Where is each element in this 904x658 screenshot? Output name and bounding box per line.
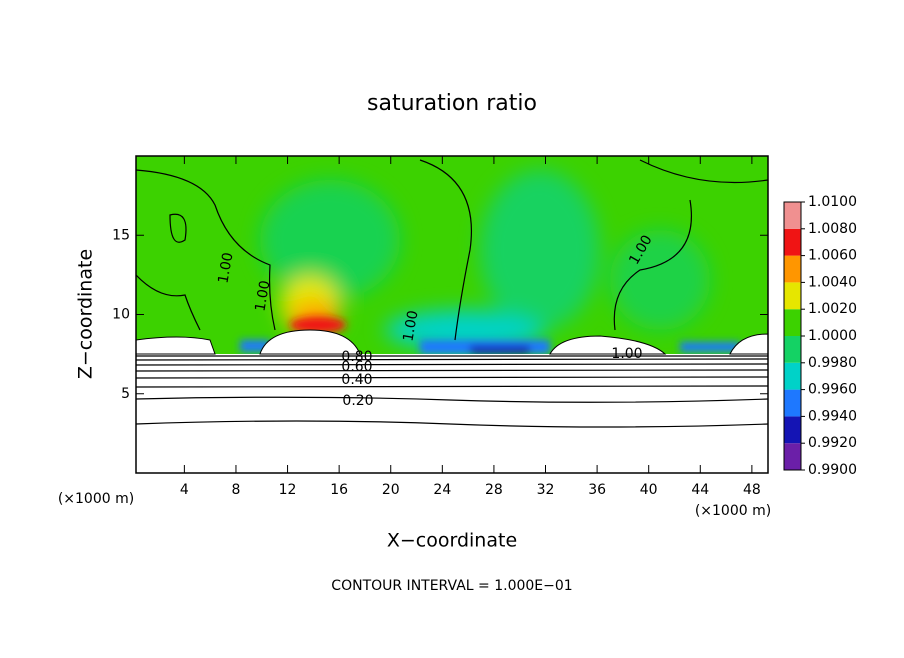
colorbar-bin xyxy=(784,416,801,444)
colorbar-label: 1.0000 xyxy=(808,328,857,344)
y-tick-label: 15 xyxy=(112,227,130,243)
chart-title: saturation ratio xyxy=(367,91,537,116)
y-unit: (×1000 m) xyxy=(58,491,134,507)
y-axis-label: Z−coordinate xyxy=(75,249,97,379)
x-unit: (×1000 m) xyxy=(695,503,771,519)
colorbar-bin xyxy=(784,309,801,336)
x-tick-label: 20 xyxy=(382,482,400,498)
colorbar-bin xyxy=(784,389,801,417)
field xyxy=(136,156,768,473)
colorbar-label: 0.9920 xyxy=(808,435,857,451)
colorbar-bin xyxy=(784,336,801,363)
y-tick-label: 5 xyxy=(121,386,130,402)
x-axis-label: X−coordinate xyxy=(387,530,517,552)
colorbar-label: 1.0040 xyxy=(808,274,857,290)
colorbar-label: 0.9960 xyxy=(808,382,857,398)
colorbar-label: 1.0100 xyxy=(808,194,857,210)
contour-label: 1.00 xyxy=(611,346,642,362)
x-tick-label: 40 xyxy=(640,482,658,498)
x-tick-label: 16 xyxy=(330,482,348,498)
x-tick-label: 12 xyxy=(279,482,297,498)
colorbar-bin xyxy=(784,228,801,256)
x-tick-label: 8 xyxy=(231,482,240,498)
contour-label: 0.80 xyxy=(341,349,372,365)
contour-label: 0.60 xyxy=(341,359,372,375)
contour-label: 1.00 xyxy=(215,251,236,284)
contour-label: 1.00 xyxy=(252,279,273,312)
colorbar-bin xyxy=(784,282,801,310)
contour-label: 1.00 xyxy=(400,309,421,342)
x-tick-label: 48 xyxy=(743,482,761,498)
colorbar-label: 0.9900 xyxy=(808,462,857,478)
contour-label: 0.40 xyxy=(341,372,372,388)
colorbar-bin xyxy=(784,255,801,283)
contour-label: 0.20 xyxy=(342,393,373,409)
x-tick-label: 4 xyxy=(180,482,189,498)
colorbar-label: 0.9940 xyxy=(808,408,857,424)
colorbar-label: 1.0080 xyxy=(808,221,857,237)
x-tick-label: 44 xyxy=(691,482,709,498)
colorbar-bin xyxy=(784,202,801,229)
x-tick-label: 32 xyxy=(537,482,555,498)
x-tick-label: 24 xyxy=(433,482,451,498)
colorbar-label: 1.0060 xyxy=(808,248,857,264)
x-tick-label: 28 xyxy=(485,482,503,498)
y-tick-label: 10 xyxy=(112,307,130,323)
colorbar-label: 1.0020 xyxy=(808,301,857,317)
colorbar-bin xyxy=(784,362,801,390)
x-tick-label: 36 xyxy=(588,482,606,498)
colorbar-label: 0.9980 xyxy=(808,355,857,371)
colorbar-bin xyxy=(784,443,801,470)
footer: CONTOUR INTERVAL = 1.000E−01 xyxy=(331,578,572,594)
